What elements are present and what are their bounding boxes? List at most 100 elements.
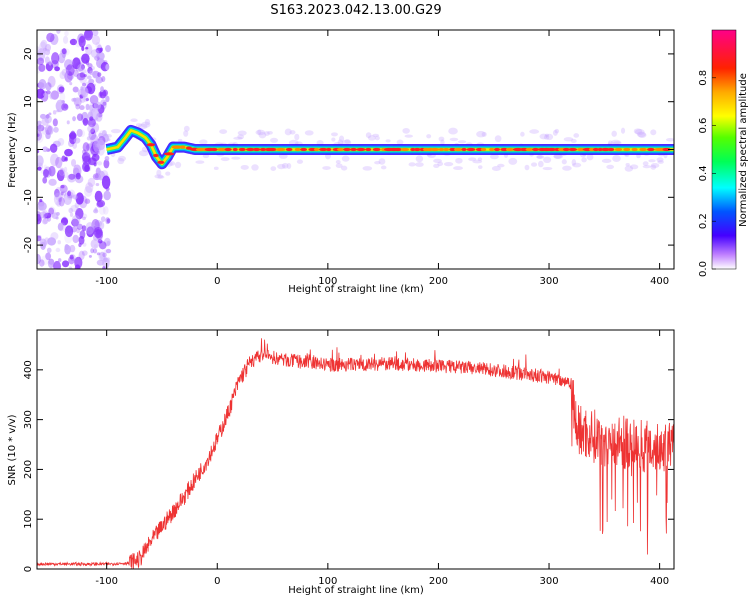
speckle: [379, 158, 386, 165]
ridge-peak: [526, 148, 534, 151]
speckle: [342, 156, 350, 162]
noise-blob: [101, 216, 106, 222]
speckle: [305, 130, 314, 135]
noise-blob: [97, 140, 105, 150]
ridge-peak: [286, 148, 293, 151]
speckle: [508, 158, 517, 165]
noise-blob: [41, 40, 48, 49]
ridge-peak: [489, 148, 494, 151]
noise-blob: [73, 86, 79, 92]
speckle: [322, 166, 331, 170]
noise-blob: [43, 210, 48, 218]
noise-blob: [87, 76, 92, 80]
ridge-peak: [481, 148, 487, 151]
noise-blob: [72, 235, 78, 243]
noise-blob: [95, 174, 99, 178]
speckle: [294, 134, 299, 141]
noise-blob: [99, 241, 107, 249]
speckle: [638, 132, 647, 138]
ridge-peak: [211, 148, 218, 151]
x-tick-label: 300: [539, 576, 558, 587]
speckle: [478, 165, 482, 169]
speckle: [118, 156, 126, 162]
ridge-peak: [337, 148, 344, 151]
speckle: [219, 129, 227, 134]
spectrogram-heatmap: [33, 28, 674, 272]
x-tick-label: -100: [95, 276, 118, 287]
speckle: [450, 138, 459, 141]
ridge-peak: [623, 148, 630, 151]
speckle: [221, 157, 230, 161]
noise-blob: [54, 66, 60, 71]
noise-blob: [69, 82, 72, 85]
speckle: [543, 157, 551, 163]
noise-blob: [101, 76, 105, 82]
ridge-peak: [568, 148, 577, 151]
noise-blob: [35, 130, 42, 140]
colorbar-tick-label: 0.0: [698, 261, 709, 277]
speckle: [458, 140, 466, 143]
ridge-peak: [164, 152, 174, 155]
speckle: [439, 137, 445, 142]
noise-blob: [105, 96, 109, 103]
speckle: [183, 130, 188, 136]
noise-blob: [64, 149, 73, 157]
noise-blob: [65, 225, 73, 237]
noise-blob: [43, 169, 49, 178]
snr-y-ticks: 0100200300400: [23, 360, 674, 572]
speckle: [606, 165, 614, 169]
noise-blob: [69, 59, 73, 66]
ridge-peak: [647, 148, 655, 151]
noise-blob: [64, 31, 69, 36]
y-tick-label: 0: [23, 146, 34, 152]
x-tick-label: -100: [95, 576, 118, 587]
noise-blob: [82, 162, 89, 172]
spectrogram-x-label: Height of straight line (km): [288, 284, 424, 295]
speckle: [529, 129, 539, 134]
speckle: [571, 139, 577, 143]
noise-blob: [49, 61, 52, 66]
y-tick-label: -20: [23, 237, 34, 253]
y-tick-label: 20: [23, 48, 34, 61]
y-tick-label: 100: [23, 510, 34, 529]
ridge-peak: [295, 148, 301, 151]
noise-blob: [37, 121, 42, 126]
speckle: [630, 164, 638, 169]
speckle: [478, 157, 482, 161]
y-tick-label: -10: [23, 189, 34, 205]
noise-blob: [85, 222, 94, 235]
noise-blob: [44, 165, 47, 170]
noise-blob: [88, 157, 97, 165]
noise-blob: [97, 200, 105, 207]
noise-blob: [58, 258, 61, 262]
speckle: [453, 166, 463, 170]
noise-blob: [94, 244, 97, 248]
ridge-peak: [147, 143, 155, 146]
ridge-peak: [494, 148, 500, 151]
ridge-peak: [365, 148, 371, 151]
x-tick-label: 0: [214, 576, 220, 587]
speckle: [612, 155, 621, 162]
colorbar-tick-label: 0.4: [698, 165, 709, 181]
speckle: [141, 122, 150, 128]
noise-blob: [64, 104, 68, 109]
noise-blob: [58, 222, 66, 231]
noise-blob: [37, 203, 44, 211]
speckle: [611, 131, 617, 137]
noise-blob: [83, 118, 88, 126]
noise-blob: [100, 86, 104, 92]
speckle: [402, 128, 409, 134]
noise-blob: [56, 212, 60, 216]
noise-blob: [97, 252, 101, 255]
noise-blob: [89, 255, 92, 258]
speckle: [426, 134, 431, 138]
noise-blob: [97, 161, 102, 165]
ridge-peak: [414, 148, 421, 151]
noise-blob: [43, 93, 48, 97]
noise-blob: [84, 29, 93, 41]
x-tick-label: 0: [214, 276, 220, 287]
speckle: [156, 170, 161, 177]
speckle: [538, 161, 544, 168]
speckle: [331, 137, 335, 141]
